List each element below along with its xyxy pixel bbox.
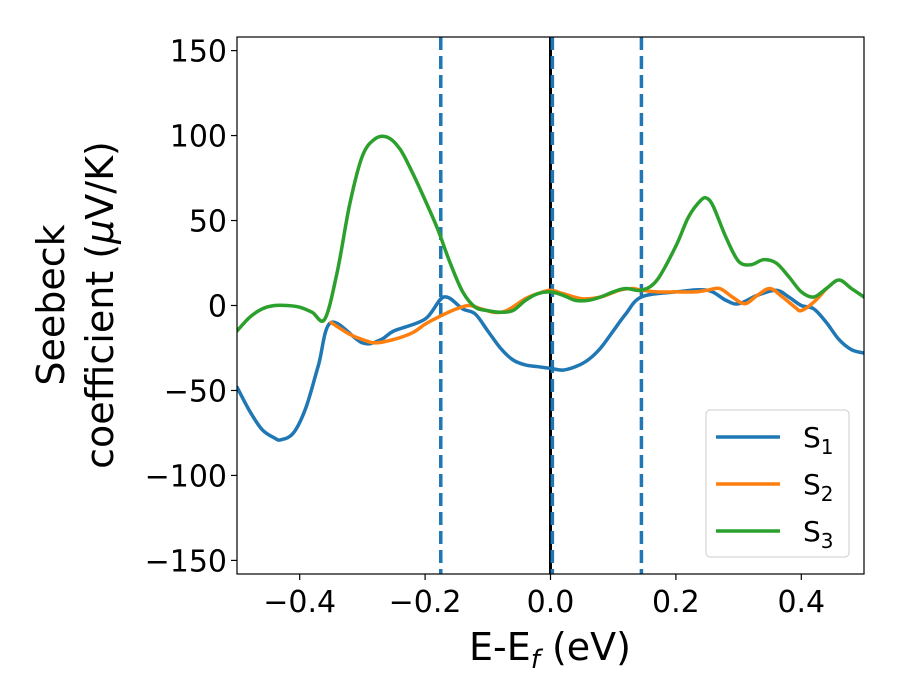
y-axis-title-line1: Seebeck <box>29 224 73 385</box>
series-line-s3 <box>237 134 864 333</box>
legend-label-s1: S1 <box>803 421 834 459</box>
y-tick-label: 150 <box>170 35 227 70</box>
legend-label-s3: S3 <box>803 515 834 553</box>
vertical-reference-lines <box>439 37 644 574</box>
series-lines <box>237 134 864 442</box>
y-tick-label: −50 <box>164 374 227 409</box>
x-tick-label: 0.4 <box>777 585 825 620</box>
x-axis-title: E-Ef (eV) <box>469 625 631 675</box>
y-tick-label: 100 <box>170 120 227 155</box>
x-tick-label: −0.2 <box>389 585 462 620</box>
x-tick-label: 0.0 <box>527 585 575 620</box>
y-tick-label: 50 <box>189 205 227 240</box>
x-tick-label: 0.2 <box>652 585 700 620</box>
series-line-s1 <box>237 287 864 442</box>
y-axis-ticks: −150 −100 −50 0 50 100 150 <box>145 35 237 579</box>
y-tick-label: 0 <box>208 290 227 325</box>
y-axis-title: Seebeck coefficient (μV/K) <box>29 141 122 469</box>
y-tick-label: −150 <box>145 544 227 579</box>
x-tick-label: −0.4 <box>263 585 336 620</box>
legend-label-s2: S2 <box>803 468 834 506</box>
y-tick-label: −100 <box>145 459 227 494</box>
x-axis-ticks: −0.4 −0.2 0.0 0.2 0.4 <box>263 574 825 620</box>
legend: S1 S2 S3 <box>705 409 850 558</box>
y-axis-title-line2: coefficient (μV/K) <box>78 141 122 469</box>
